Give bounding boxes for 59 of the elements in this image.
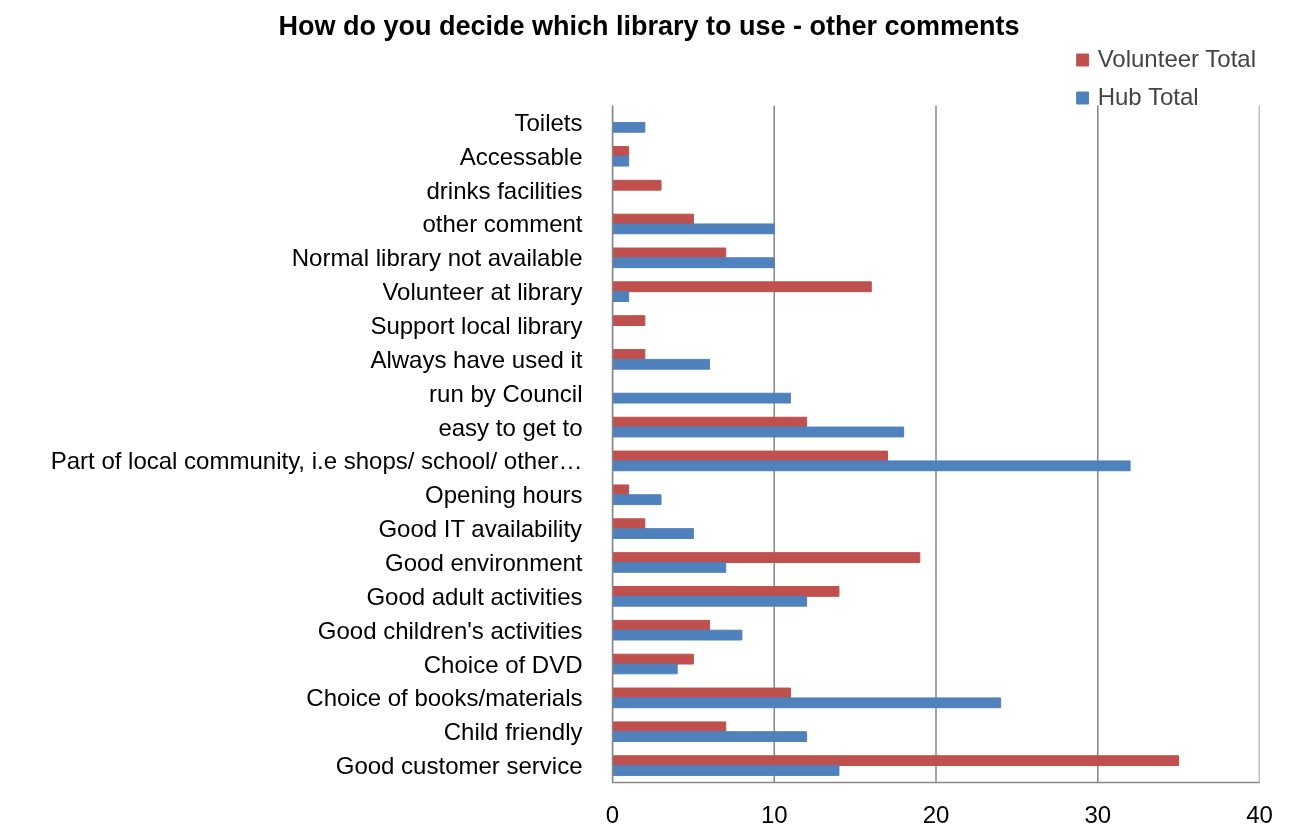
y-tick-label: Good children's activities (317, 616, 583, 644)
bar (612, 291, 630, 302)
bar (612, 755, 1180, 767)
y-tick-label: Accessable (459, 142, 583, 170)
y-tick-label: Volunteer at library (382, 278, 583, 306)
bar (612, 697, 1002, 709)
bar (612, 450, 888, 462)
y-tick-label: Choice of DVD (423, 650, 583, 678)
bar (612, 595, 808, 607)
y-tick-label: Normal library not available (291, 244, 583, 272)
y-tick-label: run by Council (429, 379, 583, 407)
bar (612, 619, 711, 631)
bar (612, 179, 662, 191)
bar (612, 349, 646, 360)
y-tick-label: Toilets (514, 108, 583, 136)
y-tick-label: Support local library (370, 312, 583, 340)
y-tick-label: Child friendly (443, 718, 583, 746)
bar (612, 765, 840, 776)
bar (612, 528, 694, 539)
y-tick-label: Part of local community, i.e shops/ school/ other… (50, 447, 583, 475)
bar (612, 247, 727, 259)
bar (612, 223, 775, 235)
bar (612, 494, 662, 506)
bar (612, 257, 775, 269)
y-tick-label: Choice of books/materials (306, 684, 583, 712)
y-tick-label: Opening hours (425, 481, 583, 509)
y-tick-label: Good customer service (335, 752, 583, 780)
bar (612, 460, 1131, 472)
x-tick-label: 30 (1084, 800, 1112, 828)
legend-label: Volunteer Total (1097, 45, 1256, 73)
bar (612, 518, 646, 530)
bar (612, 731, 808, 743)
y-tick-label: Good IT availability (378, 515, 583, 543)
y-tick-label: drinks facilities (426, 176, 583, 204)
bar (612, 281, 872, 293)
x-tick-label: 10 (760, 800, 788, 828)
bar (612, 586, 840, 597)
bar (612, 392, 791, 404)
bar (612, 155, 630, 167)
bar (612, 121, 646, 133)
y-tick-label: easy to get to (438, 413, 583, 441)
y-tick-label: Good adult activities (366, 582, 583, 610)
x-tick-label: 0 (605, 800, 620, 828)
y-tick-label: other comment (422, 210, 583, 238)
bar (612, 552, 921, 563)
bar (612, 687, 791, 699)
bar (612, 629, 743, 641)
bar (612, 561, 727, 573)
bar (612, 426, 905, 438)
bar (612, 358, 711, 370)
legend-label: Hub Total (1097, 83, 1199, 111)
x-tick-label: 40 (1246, 800, 1273, 828)
chart-title: How do you decide which library to use - other comments (278, 10, 1020, 41)
bar (612, 663, 678, 675)
y-tick-label: Good environment (385, 548, 583, 576)
x-tick-label: 20 (922, 800, 950, 828)
y-tick-label: Always have used it (370, 345, 583, 373)
bar (612, 315, 646, 327)
bar (612, 721, 727, 733)
